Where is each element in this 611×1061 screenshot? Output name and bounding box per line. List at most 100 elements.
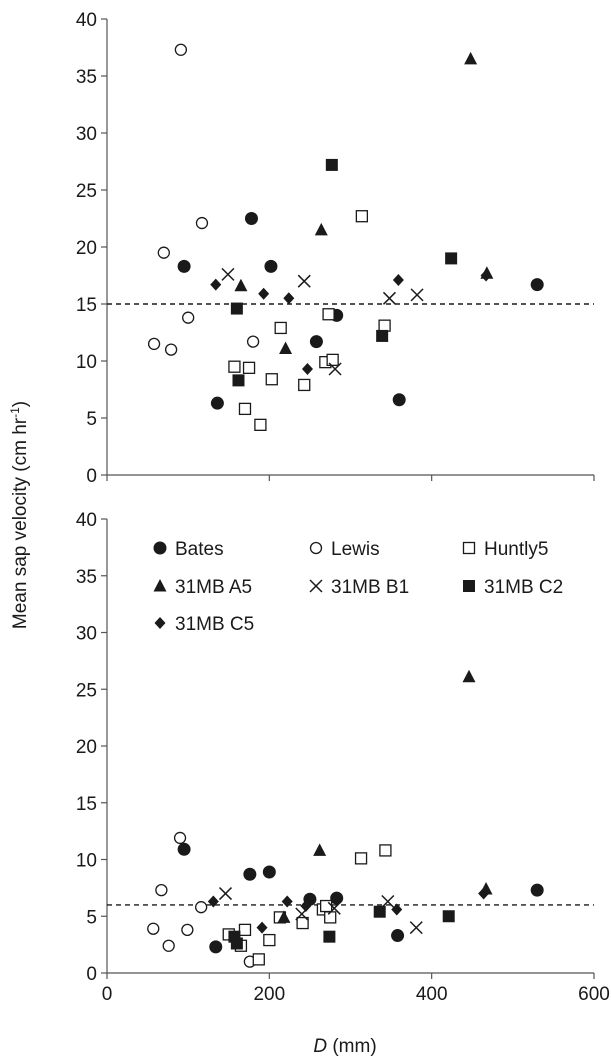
bottom-lewis-point-5 — [195, 901, 208, 914]
bottom-bates-point-1 — [209, 940, 223, 954]
bottom-31mb-a5-point-1 — [313, 843, 327, 856]
top-31mb-c2-point-0 — [230, 302, 243, 315]
bottom-31mb-b1-point-3 — [381, 894, 395, 909]
legend-label-31mb-a5: 31MB A5 — [175, 577, 252, 598]
top-y-tick-label-20: 20 — [76, 238, 97, 259]
bottom-31mb-a5-point-0 — [277, 910, 291, 923]
bottom-lewis-point-2 — [162, 939, 175, 952]
bottom-31mb-c2-point-4 — [442, 910, 455, 923]
bottom-31mb-a5-point-2 — [462, 669, 476, 683]
top-31mb-c2-point-4 — [445, 252, 458, 265]
legend-label-31mb-b1: 31MB B1 — [331, 577, 409, 598]
top-bates-point-7 — [530, 278, 544, 292]
bottom-huntly5-point-11 — [354, 852, 368, 865]
top-huntly5-point-9 — [326, 353, 339, 367]
top-lewis-point-0 — [147, 337, 161, 351]
top-lewis-point-4 — [182, 311, 195, 324]
top-y-tick-label-10: 10 — [76, 352, 97, 373]
top-y-tick-label-30: 30 — [76, 124, 97, 145]
bottom-huntly5-point-6 — [296, 916, 309, 930]
bottom-huntly5-point-3 — [252, 953, 265, 966]
top-bates-point-2 — [244, 212, 258, 225]
bottom-31mb-c2-point-1 — [230, 937, 243, 950]
top-bates-point-6 — [392, 393, 406, 407]
bottom-huntly5-point-9 — [324, 911, 337, 924]
bottom-31mb-b1-point-2 — [327, 901, 341, 915]
y-axis-title-sup: -1 — [8, 407, 22, 418]
top-31mb-b1-point-3 — [382, 291, 396, 305]
top-31mb-b1-point-0 — [221, 267, 235, 281]
top-31mb-b1-point-2 — [328, 362, 342, 376]
top-lewis-point-2 — [164, 343, 178, 356]
top-y-tick-label-0: 0 — [86, 466, 97, 487]
bottom-y-tick-label-5: 5 — [86, 907, 97, 928]
top-31mb-a5-point-0 — [234, 278, 248, 292]
bottom-x-tick-label-0: 0 — [102, 984, 113, 1005]
top-huntly5-point-2 — [242, 361, 256, 374]
bottom-series-31mb-a5 — [277, 669, 493, 923]
bottom-lewis-point-0 — [147, 922, 160, 935]
bottom-huntly5-point-4 — [263, 933, 276, 947]
top-31mb-a5-point-2 — [314, 222, 328, 236]
bottom-series-31mb-c2 — [228, 905, 455, 950]
top-31mb-a5-point-3 — [464, 51, 478, 65]
bottom-lewis-point-3 — [173, 831, 187, 845]
legend-marker-bates — [153, 541, 167, 555]
top-31mb-c2-point-2 — [325, 158, 338, 171]
top-31mb-c5-point-3 — [301, 362, 313, 375]
legend: Bates Lewis Huntly5 31MB A5 31MB B1 31MB C2 31… — [153, 539, 563, 635]
bottom-bates-point-5 — [330, 891, 344, 905]
top-huntly5-point-11 — [355, 210, 369, 223]
legend-marker-31mb-a5 — [153, 579, 167, 592]
top-31mb-a5-point-1 — [279, 341, 293, 354]
y-axis-title: Mean sap velocity (cm hr-1) — [8, 401, 31, 629]
bottom-31mb-c5-point-0 — [207, 895, 219, 908]
top-huntly5-point-6 — [298, 378, 311, 392]
legend-label-lewis: Lewis — [331, 539, 380, 560]
bottom-x-tick-label-600: 600 — [578, 984, 610, 1005]
legend-label-bates: Bates — [175, 539, 224, 560]
bottom-bates-point-2 — [243, 867, 257, 881]
bottom-series-31mb-b1 — [218, 887, 423, 935]
bottom-31mb-c2-point-3 — [373, 905, 386, 918]
y-axis-title-main: Mean sap velocity (cm hr — [10, 417, 31, 629]
bottom-31mb-b1-point-0 — [218, 887, 233, 901]
top-huntly5-point-3 — [254, 418, 267, 431]
top-series-31mb-c2 — [230, 158, 458, 387]
bottom-y-tick-label-40: 40 — [76, 510, 97, 531]
top-31mb-c5-point-2 — [283, 292, 295, 305]
x-axis-title-unit: (mm) — [327, 1036, 377, 1057]
bottom-y-tick-label-20: 20 — [76, 737, 97, 758]
top-lewis-point-3 — [174, 43, 188, 56]
legend-label-31mb-c5: 31MB C5 — [175, 614, 254, 635]
bottom-y-tick-label-30: 30 — [76, 624, 97, 645]
top-31mb-c2-point-1 — [232, 374, 245, 387]
top-lewis-point-1 — [157, 246, 170, 259]
bottom-huntly5-point-10 — [379, 844, 392, 857]
top-31mb-b1-point-1 — [297, 274, 311, 288]
legend-marker-lewis — [309, 541, 323, 555]
legend-label-huntly5: Huntly5 — [484, 539, 548, 560]
top-31mb-c5-point-0 — [210, 278, 222, 291]
bottom-series-31mb-c5 — [207, 887, 490, 934]
x-axis-title-variable: D — [313, 1036, 327, 1057]
bottom-huntly5-point-2 — [238, 923, 252, 937]
bottom-y-tick-label-35: 35 — [76, 567, 97, 588]
top-series-31mb-c5 — [210, 269, 492, 375]
top-series-bates — [177, 212, 544, 410]
bottom-series-lewis — [147, 831, 257, 968]
top-series-31mb-b1 — [221, 267, 424, 376]
top-31mb-c5-point-4 — [392, 274, 404, 287]
bottom-y-tick-label-15: 15 — [76, 794, 97, 815]
top-y-tick-label-25: 25 — [76, 181, 97, 202]
legend-marker-31mb-c2 — [463, 580, 475, 592]
bottom-31mb-c5-point-5 — [478, 887, 490, 900]
top-y-tick-label-5: 5 — [86, 409, 97, 430]
bottom-31mb-c5-point-2 — [281, 895, 293, 908]
bottom-lewis-point-4 — [181, 923, 194, 937]
top-31mb-c5-point-1 — [258, 287, 270, 300]
top-y-tick-label-40: 40 — [76, 10, 97, 31]
top-scatter-panel: 0 5 10 15 20 25 30 35 40 — [76, 10, 595, 487]
top-31mb-b1-point-4 — [410, 288, 424, 302]
